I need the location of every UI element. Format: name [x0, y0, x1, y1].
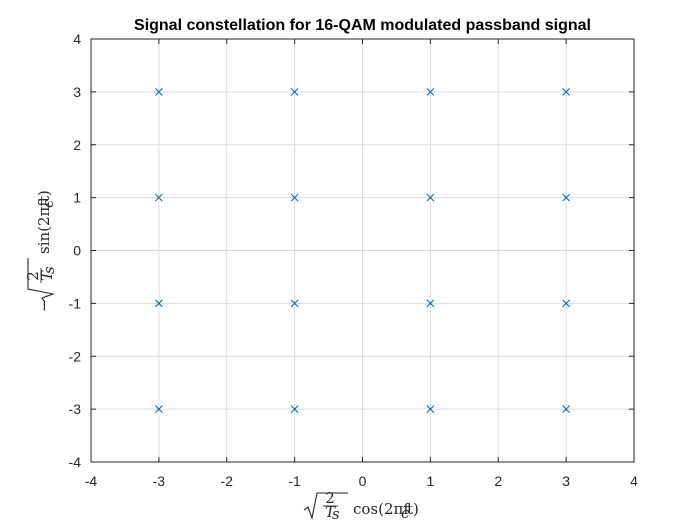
x-tick-label: 0 — [359, 473, 367, 489]
x-axis-label: 2 T s cos(2πf c t) — [303, 489, 419, 523]
y-tick-label: 3 — [73, 84, 81, 100]
constellation-point — [154, 405, 163, 414]
y-func: sin(2πf — [35, 200, 53, 254]
x-tick-label: -3 — [153, 473, 166, 489]
y-tick-label: 0 — [73, 243, 81, 259]
y-frac-den: T — [38, 270, 56, 281]
y-tick-label: 2 — [73, 137, 81, 153]
data-points — [154, 87, 571, 414]
y-axis-label: − 2 T s sin(2πf c t) — [24, 190, 58, 312]
y-tick-label: -3 — [69, 401, 82, 417]
x-tick-labels: -4 -3 -2 -1 0 1 2 3 4 — [85, 473, 638, 489]
constellation-point — [562, 405, 571, 414]
axes-frame — [90, 38, 635, 463]
constellation-point — [290, 87, 299, 96]
constellation-point — [154, 193, 163, 202]
x-sqrt-sign — [303, 492, 348, 521]
x-func: cos(2πf — [353, 500, 410, 518]
y-tick-label: 4 — [73, 31, 81, 47]
x-tick-label: 1 — [426, 473, 434, 489]
constellation-point — [562, 193, 571, 202]
constellation-point — [154, 299, 163, 308]
constellation-point — [290, 405, 299, 414]
x-frac-den-sub: s — [332, 505, 340, 523]
constellation-point — [426, 193, 435, 202]
constellation-point — [562, 87, 571, 96]
chart-title: Signal constellation for 16-QAM modulate… — [134, 17, 591, 34]
y-sqrt-sign — [27, 258, 56, 303]
grid-lines — [91, 39, 634, 462]
x-tick-label: -2 — [221, 473, 234, 489]
y-tick-label: -2 — [69, 348, 82, 364]
y-frac-num: 2 — [24, 271, 42, 281]
x-tick-label: 4 — [630, 473, 638, 489]
x-tick-label: 2 — [494, 473, 502, 489]
y-tick-label: -1 — [69, 295, 82, 311]
x-tick-label: -1 — [288, 473, 301, 489]
y-frac-den-sub: s — [40, 266, 58, 274]
constellation-point — [562, 299, 571, 308]
constellation-point — [290, 299, 299, 308]
y-sign: − — [35, 299, 53, 312]
constellation-point — [290, 193, 299, 202]
x-frac-den: T — [325, 503, 336, 521]
y-func-sub: c — [39, 199, 57, 208]
constellation-point — [426, 405, 435, 414]
x-tick-label: 3 — [562, 473, 570, 489]
constellation-point — [426, 299, 435, 308]
y-func-end: t) — [35, 190, 53, 202]
y-tick-label: -4 — [69, 454, 82, 470]
x-tick-label: -4 — [85, 473, 98, 489]
y-tick-label: 1 — [73, 190, 81, 206]
constellation-point — [426, 87, 435, 96]
x-func-sub: c — [401, 504, 410, 522]
y-tick-labels: -4 -3 -2 -1 0 1 2 3 4 — [69, 31, 82, 470]
x-func-end: t) — [407, 500, 419, 518]
x-frac-num: 2 — [325, 489, 335, 507]
constellation-point — [154, 87, 163, 96]
